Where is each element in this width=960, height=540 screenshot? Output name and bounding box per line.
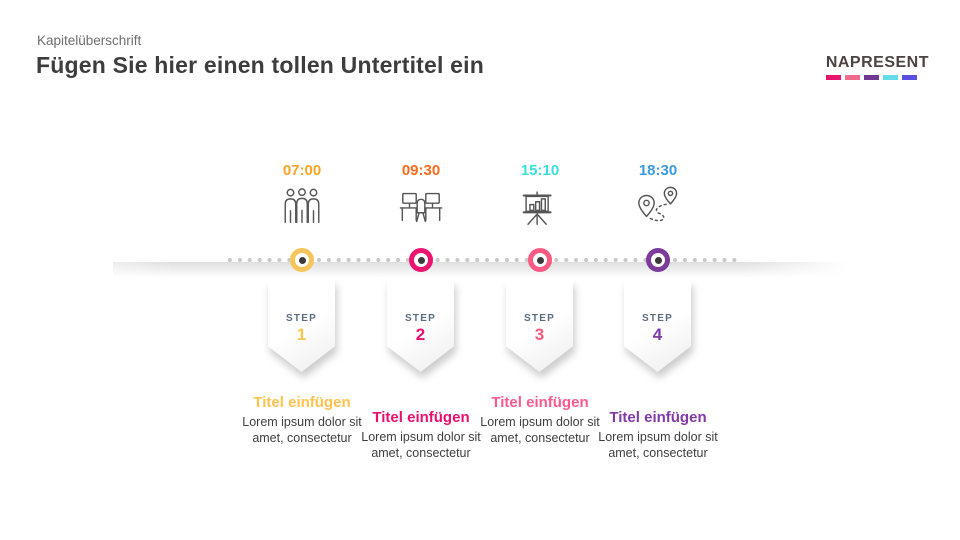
step-label: STEP xyxy=(286,313,317,324)
page-title: Fügen Sie hier einen tollen Untertitel e… xyxy=(36,52,485,78)
time-label: 07:00 xyxy=(282,162,322,179)
step-body: Lorem ipsum dolor sit amet, consectetur xyxy=(598,430,718,460)
step-title: Titel einfügen xyxy=(372,409,470,426)
step-textblock: Titel einfügen Lorem ipsum dolor sit ame… xyxy=(235,394,369,446)
step-title: Titel einfügen xyxy=(609,409,707,426)
logo-bar xyxy=(844,75,860,80)
presentation-icon xyxy=(517,184,563,230)
time-label: 18:30 xyxy=(638,162,678,179)
step-badge: STEP 2 xyxy=(387,280,454,372)
brand-logo-text: NAPRESENT xyxy=(825,54,929,71)
route-icon-reflection xyxy=(635,232,681,252)
logo-bar xyxy=(825,75,841,80)
logo-bar xyxy=(882,75,898,80)
timeline-step-4: 18:30 STEP 4 xyxy=(598,160,718,510)
step-body: Lorem ipsum dolor sit amet, consectetur xyxy=(242,415,362,445)
time-label: 09:30 xyxy=(401,162,441,179)
timeline-marker xyxy=(290,248,314,272)
step-label: STEP xyxy=(642,313,673,324)
time-label: 15:10 xyxy=(520,162,560,179)
timeline-marker xyxy=(409,248,433,272)
step-textblock: Titel einfügen Lorem ipsum dolor sit ame… xyxy=(473,394,607,446)
step-title: Titel einfügen xyxy=(253,394,351,411)
workstation-icon xyxy=(398,184,444,230)
step-badge: STEP 1 xyxy=(268,280,335,372)
brand-logo: NAPRESENT xyxy=(825,54,929,80)
step-badge: STEP 3 xyxy=(506,280,573,372)
team-icon xyxy=(279,184,325,230)
step-body: Lorem ipsum dolor sit amet, consectetur xyxy=(480,415,600,445)
step-label: STEP xyxy=(524,313,555,324)
step-textblock: Titel einfügen Lorem ipsum dolor sit ame… xyxy=(354,409,488,461)
step-body: Lorem ipsum dolor sit amet, consectetur xyxy=(361,430,481,460)
timeline-step-1: 07:00 xyxy=(242,160,362,510)
presentation-icon-reflection xyxy=(517,232,563,252)
step-number: 1 xyxy=(296,325,307,344)
logo-bar xyxy=(863,75,879,80)
timeline-step-2: 09:30 xyxy=(361,160,481,510)
timeline-step-3: 15:10 xyxy=(480,160,600,510)
step-number: 3 xyxy=(534,325,545,344)
logo-bar xyxy=(901,75,917,80)
chapter-kicker: Kapitelüberschrift xyxy=(37,33,142,48)
brand-logo-bars xyxy=(825,75,929,80)
timeline-marker xyxy=(646,248,670,272)
timeline-marker xyxy=(528,248,552,272)
step-textblock: Titel einfügen Lorem ipsum dolor sit ame… xyxy=(591,409,725,461)
step-number: 2 xyxy=(415,325,426,344)
timeline-dotted-line xyxy=(225,257,741,263)
step-title: Titel einfügen xyxy=(491,394,589,411)
route-icon xyxy=(635,184,681,230)
step-badge: STEP 4 xyxy=(624,280,691,372)
step-label: STEP xyxy=(405,313,436,324)
step-number: 4 xyxy=(652,325,663,344)
